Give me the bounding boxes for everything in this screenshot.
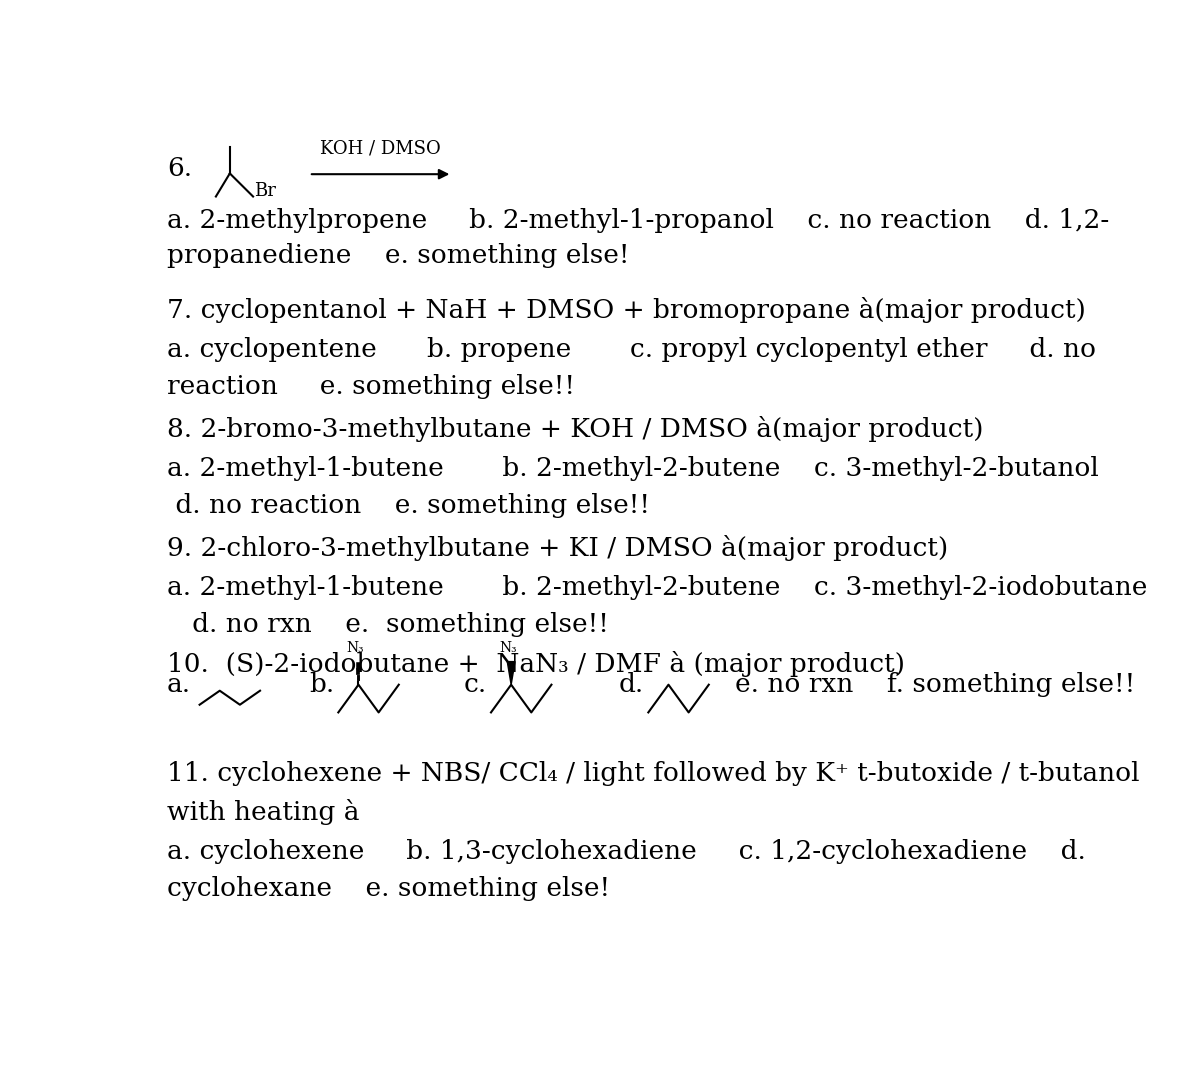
- Text: d. no rxn    e.  something else!!: d. no rxn e. something else!!: [167, 613, 608, 637]
- Text: 11. cyclohexene + NBS/ CCl₄ / light followed by K⁺ t-butoxide / t-butanol: 11. cyclohexene + NBS/ CCl₄ / light foll…: [167, 761, 1140, 785]
- Text: 6.: 6.: [167, 157, 192, 181]
- Text: e. no rxn    f. something else!!: e. no rxn f. something else!!: [736, 672, 1135, 697]
- Text: cyclohexane    e. something else!: cyclohexane e. something else!: [167, 877, 610, 901]
- Text: c.: c.: [464, 672, 487, 697]
- Text: N₃: N₃: [347, 642, 364, 656]
- Text: a. 2-methyl-1-butene       b. 2-methyl-2-butene    c. 3-methyl-2-iodobutane: a. 2-methyl-1-butene b. 2-methyl-2-buten…: [167, 575, 1147, 601]
- Text: 7. cyclopentanol + NaH + DMSO + bromopropane à(major product): 7. cyclopentanol + NaH + DMSO + bromopro…: [167, 296, 1086, 323]
- Text: 8. 2-bromo-3-methylbutane + KOH / DMSO à(major product): 8. 2-bromo-3-methylbutane + KOH / DMSO à…: [167, 416, 984, 442]
- Text: a.: a.: [167, 672, 191, 697]
- Text: KOH / DMSO: KOH / DMSO: [320, 139, 440, 158]
- Text: with heating à: with heating à: [167, 799, 360, 825]
- Text: a. cyclopentene      b. propene       c. propyl cyclopentyl ether     d. no: a. cyclopentene b. propene c. propyl cyc…: [167, 337, 1096, 362]
- Text: Br: Br: [254, 182, 276, 201]
- Text: d. no reaction    e. something else!!: d. no reaction e. something else!!: [167, 493, 650, 518]
- Text: a. cyclohexene     b. 1,3-cyclohexadiene     c. 1,2-cyclohexadiene    d.: a. cyclohexene b. 1,3-cyclohexadiene c. …: [167, 839, 1086, 865]
- Text: 9. 2-chloro-3-methylbutane + KI / DMSO à(major product): 9. 2-chloro-3-methylbutane + KI / DMSO à…: [167, 535, 948, 561]
- Polygon shape: [508, 662, 515, 685]
- Text: 10.  (S)-2-iodobutane +  NaN₃ / DMF à (major product): 10. (S)-2-iodobutane + NaN₃ / DMF à (maj…: [167, 651, 905, 677]
- Text: d.: d.: [619, 672, 644, 697]
- Text: a. 2-methylpropene     b. 2-methyl-1-propanol    c. no reaction    d. 1,2-: a. 2-methylpropene b. 2-methyl-1-propano…: [167, 208, 1109, 233]
- Text: reaction     e. something else!!: reaction e. something else!!: [167, 373, 575, 399]
- Text: a. 2-methyl-1-butene       b. 2-methyl-2-butene    c. 3-methyl-2-butanol: a. 2-methyl-1-butene b. 2-methyl-2-buten…: [167, 456, 1099, 481]
- Text: propanediene    e. something else!: propanediene e. something else!: [167, 244, 630, 268]
- Text: b.: b.: [308, 672, 334, 697]
- Text: N₃: N₃: [499, 642, 517, 656]
